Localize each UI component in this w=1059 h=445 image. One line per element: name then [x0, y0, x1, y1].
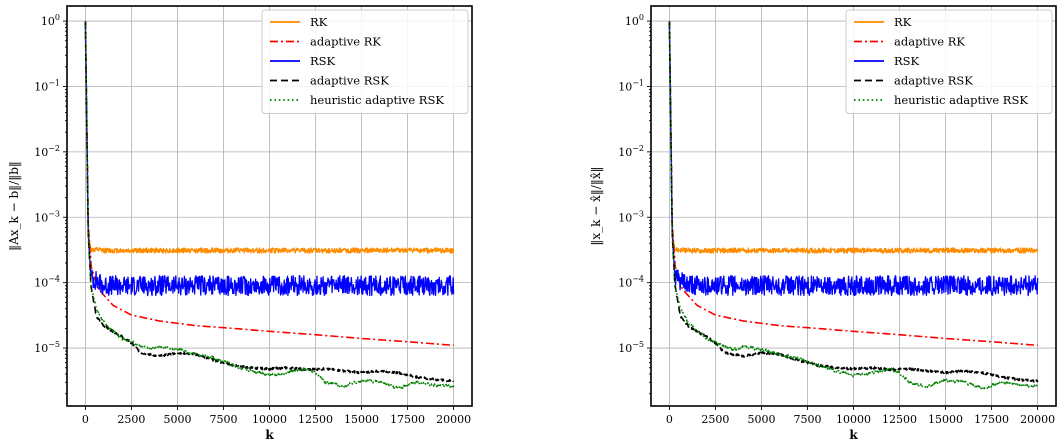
legend-entry-label: RK	[310, 15, 328, 29]
y-tick-label: 10−4	[618, 275, 644, 290]
legend-entry-label: adaptive RSK	[310, 74, 389, 88]
legend: RK adaptive RK RSK adaptive RSK heuristic ad…	[845, 9, 1053, 114]
series-line-1	[84, 21, 455, 254]
series-group	[668, 21, 1039, 391]
series-line-1	[668, 21, 1039, 254]
y-tick-label: 10−5	[618, 340, 644, 355]
legend-entry-label: adaptive RSK	[894, 74, 973, 88]
legend-entry-label: heuristic adaptive RSK	[894, 93, 1028, 107]
x-tick-label: 17500	[974, 413, 1009, 426]
x-tick-label: 0	[82, 413, 89, 426]
legend-entry-label: RSK	[310, 54, 336, 68]
series-line-5	[668, 21, 1039, 391]
x-tick-label: 15000	[344, 413, 379, 426]
chart-panel-2: 0 2500 5000 7500 10000 12500 15000 17500 20000 10…	[589, 5, 1057, 442]
series-line-3	[84, 21, 455, 297]
legend-entry-label: heuristic adaptive RSK	[310, 93, 444, 107]
series-line-2	[668, 21, 1038, 347]
x-tick-label: 7500	[793, 413, 821, 426]
x-tick-label: 2500	[701, 413, 729, 426]
x-tick-label: 7500	[209, 413, 237, 426]
y-tick-label: 100	[41, 13, 60, 28]
y-tick-label: 10−2	[618, 144, 644, 159]
x-tick-label: 10000	[836, 413, 871, 426]
x-tick-label: 5000	[163, 413, 191, 426]
series-line-3	[668, 21, 1039, 297]
y-axis-label: ‖Ax_k − b‖/‖b‖	[7, 161, 21, 251]
y-tick-label: 10−2	[34, 144, 60, 159]
chart-panel-1: 0 2500 5000 7500 10000 12500 15000 17500 20000 10…	[7, 5, 473, 442]
x-tick-label: 5000	[747, 413, 775, 426]
series-group	[84, 21, 455, 390]
y-axis-label: ‖x_k − x̂‖/‖x̂‖	[589, 166, 603, 245]
legend-box	[845, 9, 1053, 114]
y-tick-label: 100	[625, 13, 644, 28]
x-tick-label: 12500	[882, 413, 917, 426]
x-tick-label: 2500	[117, 413, 145, 426]
y-tick-label: 10−3	[618, 209, 644, 224]
legend-entry-label: RSK	[894, 54, 920, 68]
x-tick-label: 20000	[1020, 413, 1055, 426]
y-tick-label: 10−1	[618, 78, 644, 93]
x-tick-label: 17500	[390, 413, 425, 426]
y-tick-label: 10−5	[34, 340, 60, 355]
series-line-2	[84, 21, 454, 347]
y-tick-label: 10−4	[34, 275, 60, 290]
x-tick-label: 15000	[928, 413, 963, 426]
y-tick-label: 10−3	[34, 209, 60, 224]
legend-entry-label: adaptive RK	[310, 35, 381, 49]
x-tick-label: 0	[666, 413, 673, 426]
x-axis-label: k	[849, 428, 858, 442]
legend-box	[261, 9, 469, 114]
x-tick-label: 20000	[436, 413, 471, 426]
legend-entry-label: RK	[894, 15, 912, 29]
legend-entry-label: adaptive RK	[894, 35, 965, 49]
x-tick-label: 10000	[252, 413, 287, 426]
x-axis-label: k	[265, 428, 274, 442]
x-tick-label: 12500	[298, 413, 333, 426]
series-line-4	[668, 21, 1039, 383]
series-line-4	[84, 21, 454, 383]
y-tick-label: 10−1	[34, 78, 60, 93]
legend: RK adaptive RK RSK adaptive RSK heuristic ad…	[261, 9, 469, 114]
